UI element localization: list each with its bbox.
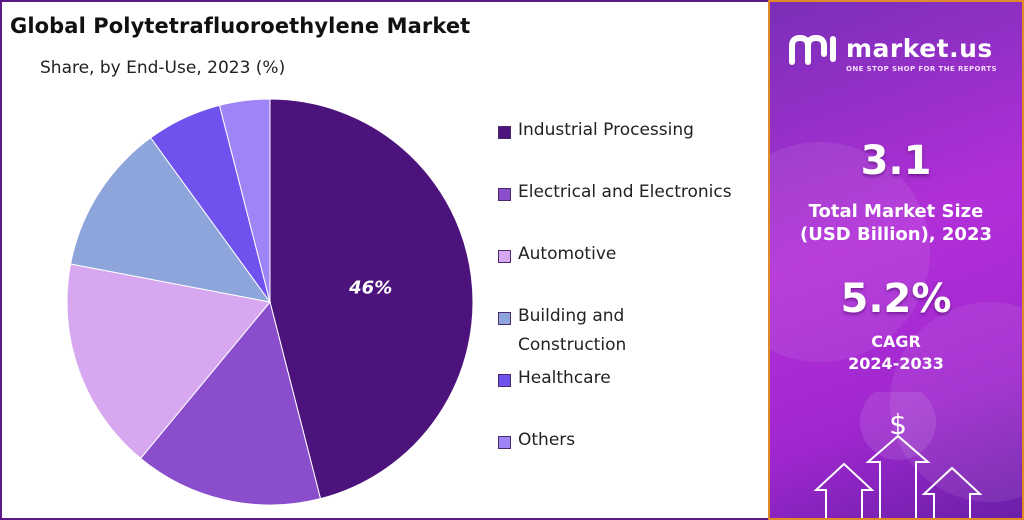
legend-item-others: Others bbox=[498, 430, 575, 455]
growth-arrows-illustration: $ bbox=[813, 392, 983, 518]
dollar-icon: $ bbox=[889, 408, 907, 441]
pie-chart: 46% bbox=[66, 98, 474, 506]
chart-panel: Global Polytetrafluoroethylene Market Sh… bbox=[0, 0, 768, 520]
chart-subtitle: Share, by End-Use, 2023 (%) bbox=[40, 58, 286, 78]
legend-item-automotive: Automotive bbox=[498, 244, 616, 269]
pie-slice-automotive bbox=[66, 263, 271, 460]
legend-label: Healthcare bbox=[518, 368, 611, 388]
market-size-value: 3.1 bbox=[860, 138, 932, 184]
market-size-label-line1: Total Market Size bbox=[808, 201, 984, 222]
legend-item-electrical-electronics: Electrical and Electronics bbox=[498, 182, 732, 207]
brand-tagline: ONE STOP SHOP FOR THE REPORTS bbox=[846, 65, 997, 73]
arrow-up-icon bbox=[813, 462, 875, 518]
legend-label: Automotive bbox=[518, 244, 617, 264]
pie-slice-building-and-construction bbox=[70, 137, 272, 303]
pie-data-label: 46% bbox=[348, 277, 392, 298]
legend-item-building-construction: Building and Construction bbox=[498, 306, 626, 360]
market-us-logo-icon bbox=[789, 34, 836, 65]
cagr-label: CAGR bbox=[871, 332, 921, 351]
legend-swatch bbox=[498, 126, 511, 139]
legend-swatch bbox=[498, 374, 511, 387]
brand-name: market.us bbox=[846, 34, 993, 63]
arrow-up-icon bbox=[921, 466, 983, 518]
legend-label: Electrical and Electronics bbox=[518, 182, 732, 202]
chart-legend: Industrial Processing Electrical and Ele… bbox=[498, 2, 768, 520]
legend-swatch bbox=[498, 250, 511, 263]
legend-item-healthcare: Healthcare bbox=[498, 368, 611, 393]
brand-logo: market.us ONE STOP SHOP FOR THE REPORTS bbox=[788, 32, 1018, 73]
legend-label: Building and Construction bbox=[518, 306, 627, 355]
coin-glow bbox=[860, 392, 936, 460]
legend-swatch bbox=[498, 436, 511, 449]
chart-title: Global Polytetrafluoroethylene Market bbox=[10, 14, 471, 38]
legend-label: Others bbox=[518, 430, 576, 450]
summary-panel: market.us ONE STOP SHOP FOR THE REPORTS … bbox=[768, 0, 1024, 520]
arrow-up-icon bbox=[865, 434, 931, 518]
legend-label: Industrial Processing bbox=[518, 120, 694, 140]
pie-slice-electrical-and-electronics bbox=[139, 300, 322, 506]
pie-slice-industrial-processing bbox=[269, 98, 474, 500]
pie-slice-others bbox=[218, 98, 271, 303]
legend-swatch bbox=[498, 188, 511, 201]
legend-item-industrial-processing: Industrial Processing bbox=[498, 120, 694, 145]
legend-swatch bbox=[498, 312, 511, 325]
cagr-period: 2024-2033 bbox=[848, 354, 944, 373]
market-size-label-line2: (USD Billion), 2023 bbox=[799, 224, 993, 245]
cagr-value: 5.2% bbox=[840, 276, 952, 322]
